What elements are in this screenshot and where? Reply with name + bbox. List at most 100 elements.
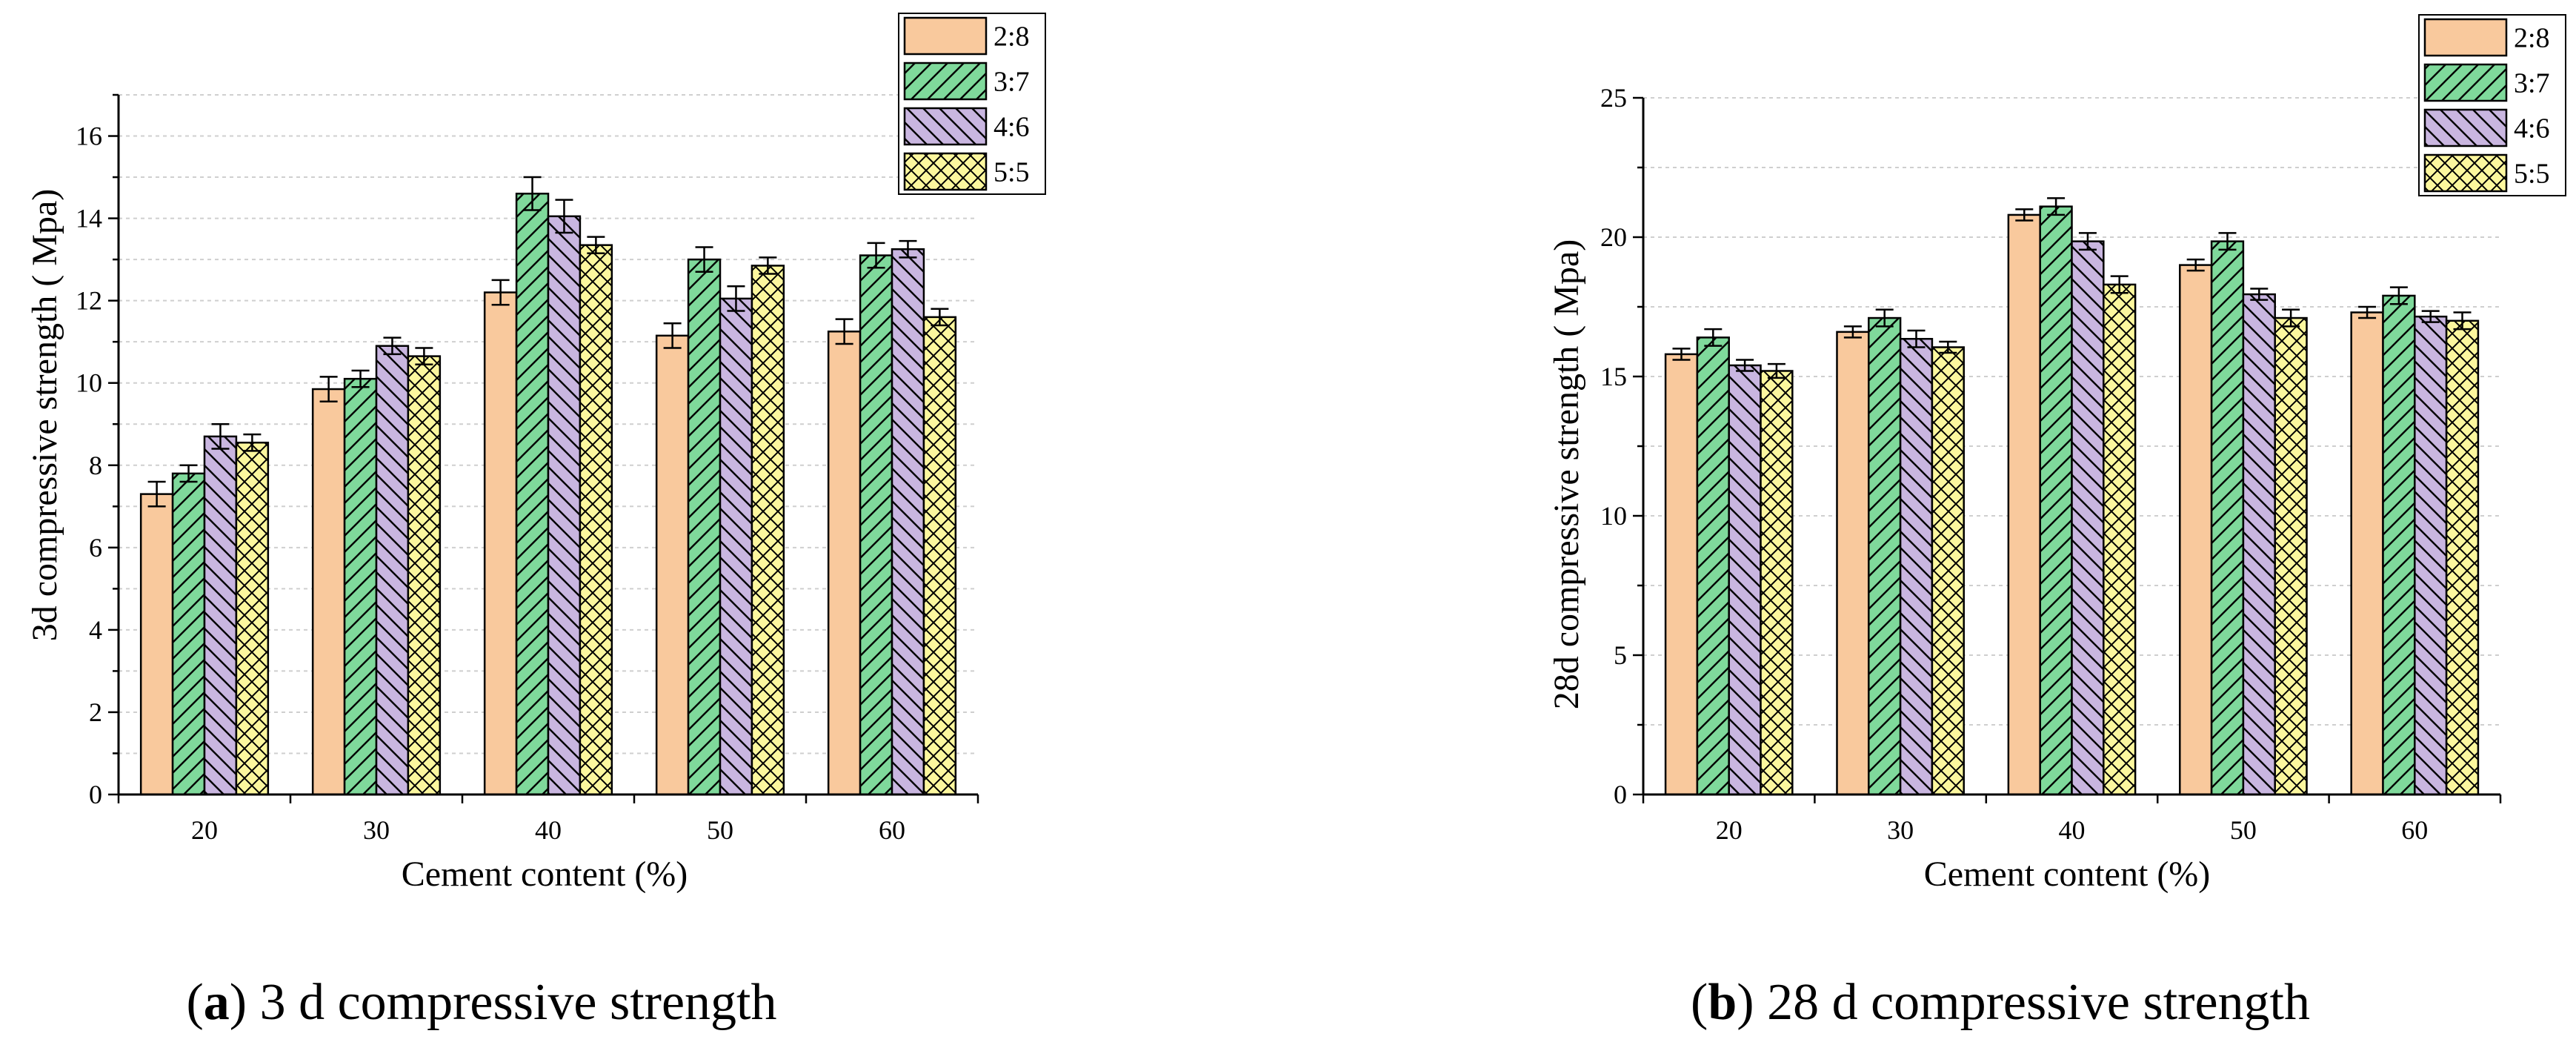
error-bar	[835, 318, 853, 345]
y-tick-label: 15	[1600, 362, 1627, 391]
x-tick-label: 40	[2059, 815, 2086, 845]
bar-2-8-60	[827, 331, 862, 796]
legend-item: 4:6	[903, 107, 1030, 146]
y-tick-label: 6	[89, 533, 102, 563]
legend-swatch	[2423, 18, 2508, 57]
bar-2-8-30	[311, 388, 346, 796]
bar-3-7-50	[2210, 240, 2245, 796]
error-bar	[491, 279, 510, 306]
error-bar	[1843, 325, 1862, 339]
legend-swatch	[903, 16, 988, 56]
bar-3-7-50	[687, 258, 722, 796]
bar-2-8-20	[1664, 353, 1699, 796]
bar-3-7-30	[343, 377, 378, 796]
legend-item: 3:7	[2423, 63, 2550, 102]
error-bar	[1939, 340, 1957, 354]
y-tick-label: 16	[76, 122, 102, 151]
x-tick-label: 30	[363, 815, 390, 845]
y-tick-label: 12	[76, 286, 102, 316]
bars-b	[1664, 205, 2480, 796]
legend-a: 2:8 3:7 4:6 5:5	[898, 13, 1046, 195]
legend-label: 4:6	[2514, 113, 2550, 145]
bar-3-7-30	[1868, 316, 1902, 796]
bar-5-5-20	[235, 441, 270, 796]
caption-letter-b: b	[1708, 974, 1737, 1031]
x-tick-label: 60	[879, 815, 905, 845]
legend-item: 5:5	[2423, 153, 2550, 193]
legend-item: 4:6	[2423, 108, 2550, 147]
bar-5-5-40	[579, 244, 613, 796]
bar-4-6-40	[547, 215, 582, 796]
bar-4-6-40	[2071, 240, 2105, 796]
y-tick-label: 20	[1600, 222, 1627, 252]
bar-4-6-60	[2414, 315, 2448, 796]
chart-panel-a: 0 2 4 6 8 10 12 14 16 20 30 40 50 60 Cement content …	[25, 13, 1046, 1031]
error-bar	[587, 236, 605, 255]
bar-3-7-20	[1696, 336, 1730, 796]
y-tick-label: 5	[1614, 640, 1627, 670]
legend-label: 5:5	[2514, 159, 2550, 190]
y-tick-label: 2	[89, 697, 102, 727]
error-bar	[1875, 308, 1894, 328]
error-bar	[2015, 208, 2034, 222]
bar-4-6-30	[375, 345, 410, 796]
error-bar	[147, 480, 166, 508]
legend-label: 5:5	[994, 157, 1030, 188]
bar-4-6-30	[1899, 337, 1934, 796]
error-bar	[727, 285, 745, 312]
error-bar	[2421, 310, 2440, 323]
error-bars-b	[1672, 197, 2472, 379]
bar-2-8-50	[2179, 264, 2213, 796]
bar-5-5-50	[750, 265, 785, 796]
error-bar	[2453, 311, 2472, 331]
legend-swatch	[2423, 153, 2508, 193]
legend-b: 2:8 3:7 4:6 5:5	[2418, 14, 2566, 196]
error-bar	[1907, 329, 1926, 348]
bar-5-5-40	[2103, 283, 2137, 796]
legend-item: 3:7	[903, 62, 1030, 101]
error-bar	[2250, 288, 2269, 301]
y-axis-title-b: 28d compressive strength ( Mpa)	[1547, 239, 1586, 710]
error-bar	[1736, 359, 1754, 372]
y-tick-label: 4	[89, 615, 102, 645]
bar-2-8-30	[1836, 331, 1870, 796]
legend-label: 2:8	[2514, 23, 2550, 54]
error-bar	[415, 347, 433, 365]
legend-label: 3:7	[2514, 68, 2550, 99]
error-bar	[319, 376, 338, 402]
bar-2-8-40	[2007, 213, 2041, 796]
error-bar	[523, 176, 542, 211]
axes-a	[108, 93, 979, 803]
y-tick-label: 10	[76, 368, 102, 398]
bar-3-7-20	[171, 472, 206, 796]
x-tick-label: 50	[707, 815, 733, 845]
bar-5-5-60	[2445, 319, 2480, 796]
error-bar	[1672, 348, 1691, 361]
bar-4-6-20	[1728, 364, 1762, 796]
error-bar	[243, 433, 262, 452]
bar-5-5-30	[407, 355, 442, 796]
legend-swatch	[2423, 63, 2508, 102]
error-bar	[931, 308, 949, 327]
y-tick-label: 0	[1614, 780, 1627, 809]
x-tick-label: 50	[2230, 815, 2257, 845]
legend-swatch	[903, 107, 988, 146]
bar-4-6-50	[2242, 293, 2276, 796]
x-tick-labels-b: 20 30 40 50 60	[1716, 815, 2429, 845]
y-tick-label: 8	[89, 451, 102, 480]
error-bar	[867, 242, 885, 269]
bar-4-6-60	[891, 248, 925, 796]
legend-swatch	[903, 62, 988, 101]
caption-a: (a) 3 d compressive strength	[186, 974, 776, 1031]
error-bar	[211, 422, 230, 450]
x-tick-labels-a: 20 30 40 50 60	[191, 815, 905, 845]
bar-4-6-20	[203, 435, 238, 796]
y-tick-label: 0	[89, 780, 102, 809]
error-bar	[2078, 232, 2097, 251]
caption-b: (b) 28 d compressive strength	[1691, 974, 2310, 1031]
error-bar	[695, 246, 713, 273]
error-bar	[1704, 328, 1723, 347]
legend-item: 2:8	[2423, 18, 2550, 57]
bar-5-5-20	[1760, 370, 1794, 796]
